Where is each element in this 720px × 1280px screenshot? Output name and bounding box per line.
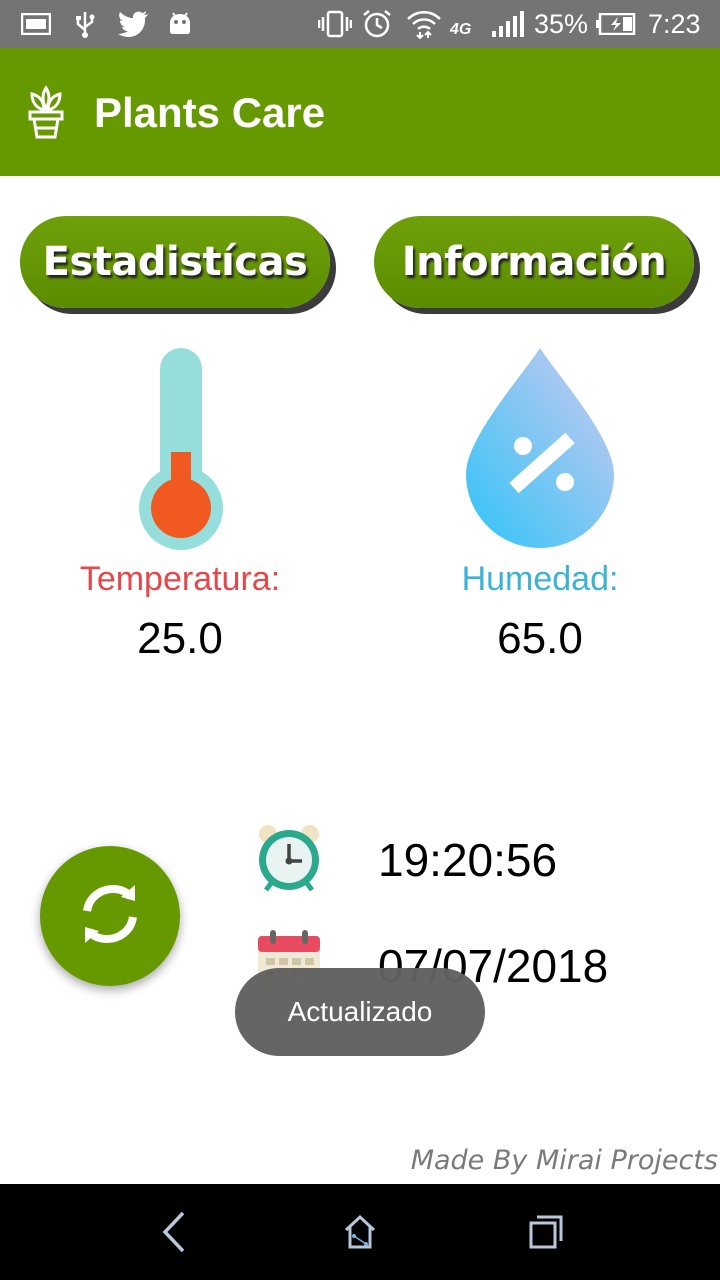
credit-text: Made By Mirai Projects: [410, 1145, 718, 1176]
humidity-drop-icon: [462, 346, 618, 550]
back-button[interactable]: [150, 1210, 198, 1258]
temperature-value: 25.0: [137, 614, 223, 663]
gallery-icon: [20, 10, 52, 38]
plant-pot-icon: [24, 84, 68, 140]
vibrate-icon: [318, 10, 352, 38]
information-button[interactable]: Información: [374, 216, 694, 308]
network-type: 4G: [450, 21, 472, 38]
navigation-bar: [0, 1184, 720, 1280]
alarm-clock-icon: [254, 824, 324, 892]
thermometer-icon: [136, 346, 226, 552]
refresh-icon: [77, 881, 143, 951]
battery-charging-icon: [596, 10, 636, 38]
alarm-icon: [360, 10, 394, 38]
app-bar: Plants Care: [0, 48, 720, 176]
refresh-button[interactable]: [40, 846, 180, 986]
toast-message: Actualizado: [235, 968, 485, 1056]
twitter-icon: [116, 10, 150, 38]
status-bar: 4G 35% 7:23: [0, 0, 720, 48]
recents-icon: [528, 1214, 564, 1254]
home-button[interactable]: [336, 1210, 384, 1258]
reading-time: 19:20:56: [378, 834, 558, 886]
home-icon: [342, 1214, 378, 1254]
humidity-label: Humedad:: [461, 560, 619, 598]
app-title: Plants Care: [94, 89, 326, 136]
humidity-value: 65.0: [497, 614, 583, 663]
back-icon: [159, 1211, 189, 1257]
recents-button[interactable]: [522, 1210, 570, 1258]
signal-icon: [490, 10, 526, 38]
android-icon: [166, 10, 194, 38]
temperature-label: Temperatura:: [79, 560, 281, 598]
battery-percent: 35%: [534, 9, 589, 39]
status-time: 7:23: [648, 9, 701, 39]
wifi-icon: [406, 10, 442, 39]
statistics-button[interactable]: Estadistícas: [20, 216, 330, 308]
usb-icon: [72, 10, 98, 38]
